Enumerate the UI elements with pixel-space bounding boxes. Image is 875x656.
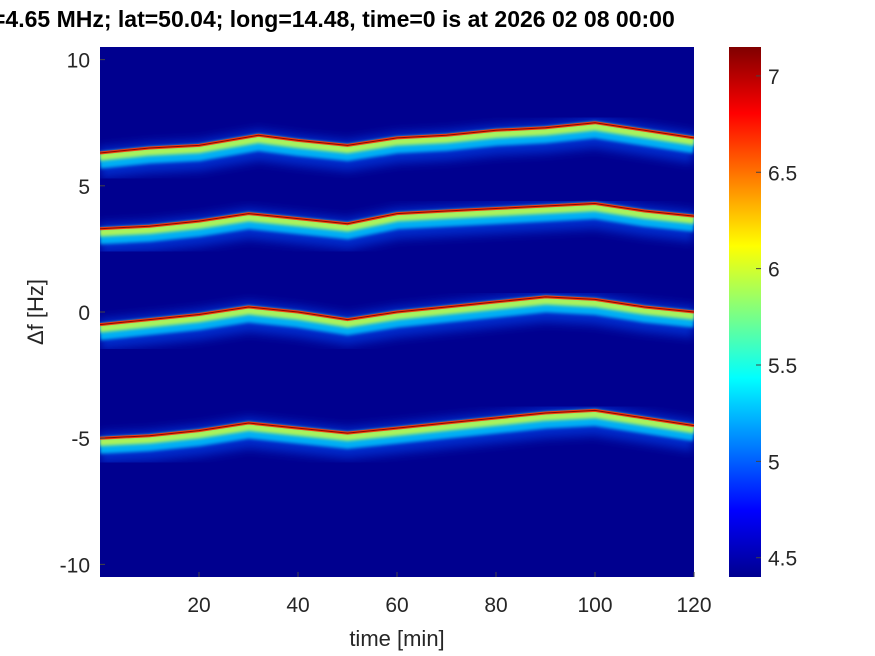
colorbar-tick-label-2: 6 [768,259,780,282]
colorbar-axis: 7 6.5 6 5.5 5 4.5 [756,66,797,571]
trace-1 [100,198,694,254]
trace-1-mid [100,203,694,237]
x-tick-label-3: 80 [484,594,507,617]
trace-2 [100,291,694,350]
trace-0-mid [100,122,694,161]
colorbar-tick-label-0: 7 [768,66,780,89]
trace-0 [100,117,694,179]
y-tick-label-2: 0 [78,302,90,325]
colorbar-tick-label-1: 6.5 [768,162,797,185]
y-tick-label-0: 10 [67,50,90,73]
x-tick-label-2: 60 [385,594,408,617]
x-tick-label-1: 40 [286,594,309,617]
x-tick-label-5: 120 [676,594,711,617]
colorbar-tick-label-4: 5 [768,451,780,474]
colorbar [729,47,761,577]
trace-0-peak [100,122,694,154]
colorbar-tick-label-3: 5.5 [768,355,797,378]
x-tick-label-0: 20 [187,594,210,617]
y-axis: 10 5 0 -5 -10 [60,50,105,577]
trace-2-peak [100,296,694,326]
x-axis-label: time [min] [349,626,444,651]
x-axis: 20 40 60 80 100 120 [187,572,712,617]
x-tick-label-4: 100 [577,594,612,617]
trace-3 [100,405,694,464]
trace-2-mid [100,296,694,333]
trace-3-mid [100,410,694,446]
trace-layer [100,117,694,464]
y-tick-label-1: 5 [78,176,90,199]
y-tick-label-3: -5 [71,428,90,451]
y-axis-label: Δf [Hz] [23,279,48,345]
colorbar-tick-label-5: 4.5 [768,548,797,571]
trace-1-peak [100,202,694,230]
trace-3-peak [100,409,694,439]
y-tick-label-4: -10 [60,554,90,577]
